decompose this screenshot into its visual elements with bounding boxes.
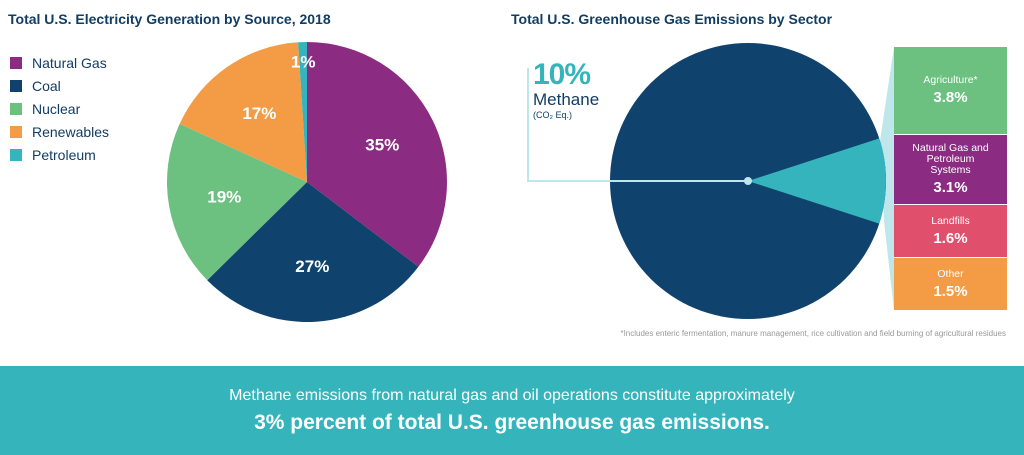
legend-swatch <box>10 148 22 161</box>
charts-svg: 35% 27% 19% 17% 1% <box>166 42 894 322</box>
pie-data-label: 1% <box>291 53 316 72</box>
breakdown-value: 1.6% <box>933 229 968 247</box>
legend-item-coal: Coal <box>10 74 109 97</box>
right-chart-title: Total U.S. Greenhouse Gas Emissions by S… <box>511 11 833 27</box>
footnote: *Includes enteric fermentation, manure m… <box>620 329 1006 338</box>
pie-data-label: 35% <box>365 136 399 155</box>
breakdown-label: Other <box>937 267 964 280</box>
pie-slice-coal <box>207 182 419 322</box>
legend-label: Renewables <box>32 123 110 140</box>
legend-label: Petroleum <box>32 146 96 163</box>
methane-percent: 10% <box>533 58 591 91</box>
methane-callout: 10% Methane (CO₂ Eq.) <box>533 58 599 120</box>
breakdown-label: Agriculture* <box>923 74 978 86</box>
left-chart-title: Total U.S. Electricity Generation by Sou… <box>8 11 331 27</box>
breakdown-natural-gas-petroleum: Natural Gas and Petroleum Systems 3.1% <box>894 135 1007 204</box>
pie-data-label: 19% <box>207 188 241 207</box>
breakdown-value: 1.5% <box>933 282 968 300</box>
summary-banner: Methane emissions from natural gas and o… <box>0 366 1024 455</box>
breakdown-connector <box>880 47 894 310</box>
pie-center-dot <box>744 177 752 185</box>
legend-label: Nuclear <box>32 100 81 117</box>
breakdown-value: 3.1% <box>933 179 968 196</box>
pie-slice-methane <box>748 138 886 224</box>
legend-swatch <box>10 79 22 92</box>
pie-data-label: 17% <box>242 104 276 123</box>
breakdown-value: 3.8% <box>933 89 968 106</box>
legend-swatch <box>10 102 22 115</box>
legend-swatch <box>10 56 22 69</box>
banner-line-1: Methane emissions from natural gas and o… <box>229 387 795 404</box>
legend: Natural Gas Coal Nuclear Renewables Petr… <box>10 51 109 166</box>
pie-slice-natural-gas <box>307 42 448 267</box>
pie-slice-petroleum <box>298 42 307 182</box>
breakdown-other: Other 1.5% <box>894 258 1007 310</box>
pie-data-label: 27% <box>295 257 329 276</box>
pie-slice-nuclear <box>166 123 307 281</box>
breakdown-landfills: Landfills 1.6% <box>894 205 1007 257</box>
breakdown-label: Natural Gas and Petroleum Systems <box>912 142 989 176</box>
breakdown-label: Landfills <box>931 214 970 227</box>
breakdown-agriculture: Agriculture* 3.8% <box>894 47 1007 134</box>
legend-label: Coal <box>32 77 61 94</box>
legend-item-petroleum: Petroleum <box>10 143 109 166</box>
banner-line-2: 3% percent of total U.S. greenhouse gas … <box>254 411 770 434</box>
methane-leader-line <box>527 68 748 182</box>
legend-item-nuclear: Nuclear <box>10 97 109 120</box>
methane-unit: (CO₂ Eq.) <box>533 110 572 120</box>
methane-label: Methane <box>533 90 600 109</box>
legend-item-renewables: Renewables <box>10 120 109 143</box>
legend-item-natural-gas: Natural Gas <box>10 51 109 74</box>
pie-slice-renewables <box>179 42 307 183</box>
legend-label: Natural Gas <box>32 54 107 71</box>
legend-swatch <box>10 125 22 138</box>
